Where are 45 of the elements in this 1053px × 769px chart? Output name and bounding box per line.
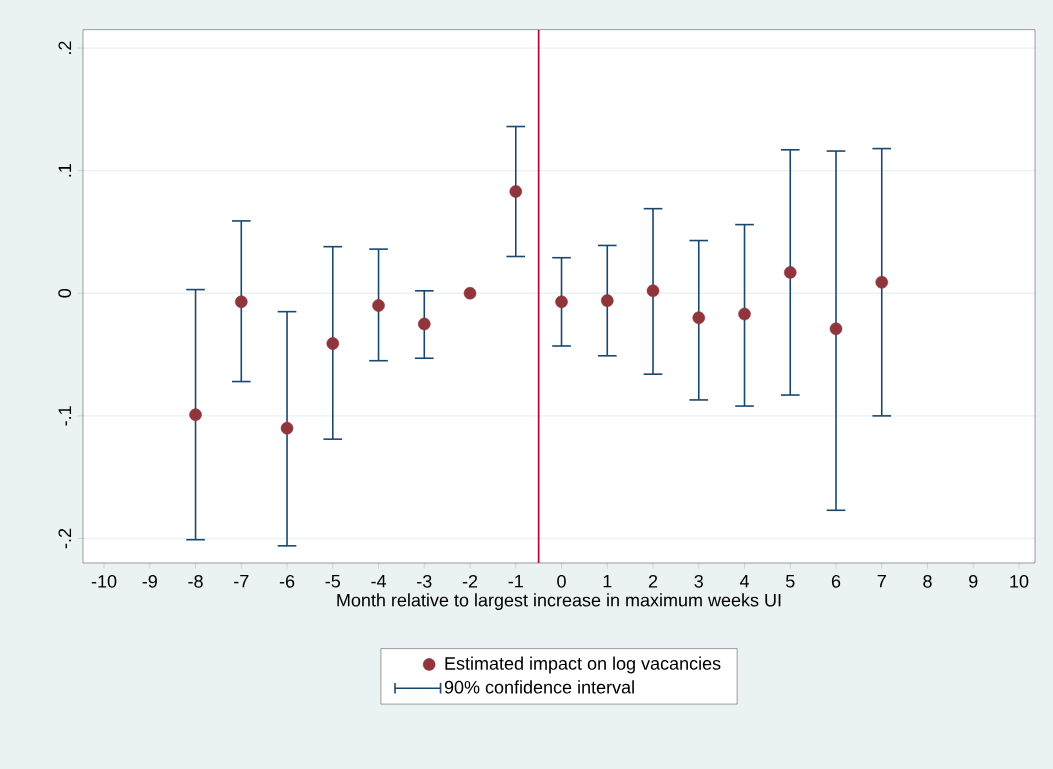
point xyxy=(783,266,797,279)
x-tick-label: 8 xyxy=(923,574,932,588)
x-tick-label: 1 xyxy=(603,574,612,588)
x-tick-label: 6 xyxy=(831,574,841,588)
point xyxy=(189,408,202,421)
x-tick-label: -7 xyxy=(234,574,249,588)
x-tick-label: 0 xyxy=(557,574,566,588)
point xyxy=(509,185,523,198)
x-tick-label: -10 xyxy=(91,574,117,588)
point xyxy=(463,287,477,300)
x-tick-label: 3 xyxy=(694,574,703,588)
text: 90% confidence interval xyxy=(444,680,634,694)
point xyxy=(326,337,340,350)
point xyxy=(692,311,706,325)
x-tick-label: 10 xyxy=(1010,574,1029,588)
y-tick-label: -.1 xyxy=(58,406,72,426)
point xyxy=(235,295,248,309)
x-tick-label: -5 xyxy=(325,574,341,588)
point xyxy=(601,294,614,307)
x-tick-label: -2 xyxy=(462,574,478,588)
x-tick-label: -1 xyxy=(508,574,523,588)
x-tick-label: -4 xyxy=(371,574,387,588)
point xyxy=(875,275,889,289)
point xyxy=(646,284,660,298)
x-tick-label: -3 xyxy=(417,574,432,588)
point xyxy=(418,317,431,331)
point xyxy=(829,322,843,336)
y-tick-label: .1 xyxy=(58,164,72,177)
legend-label: Estimated impact on log vacancies xyxy=(445,656,721,674)
x-tick-label: 7 xyxy=(877,574,886,588)
x-tick-label: 5 xyxy=(785,574,795,588)
x-tick-label: 4 xyxy=(739,574,749,588)
point xyxy=(372,299,385,312)
y-tick-label: -.2 xyxy=(58,528,72,549)
x-tick-label: -6 xyxy=(279,574,295,588)
y-tick-label: .2 xyxy=(58,41,72,54)
x-tick-label: -8 xyxy=(188,574,203,588)
y-tick-label: 0 xyxy=(58,288,72,298)
x-tick-label: -9 xyxy=(142,574,157,588)
x-tick-label: 2 xyxy=(648,574,658,588)
x-tick-label: 9 xyxy=(969,574,978,588)
point xyxy=(738,307,751,321)
point xyxy=(555,295,568,309)
point xyxy=(280,421,294,435)
x-axis-title: Month relative to largest increase in maximum weeks UI xyxy=(337,593,781,611)
